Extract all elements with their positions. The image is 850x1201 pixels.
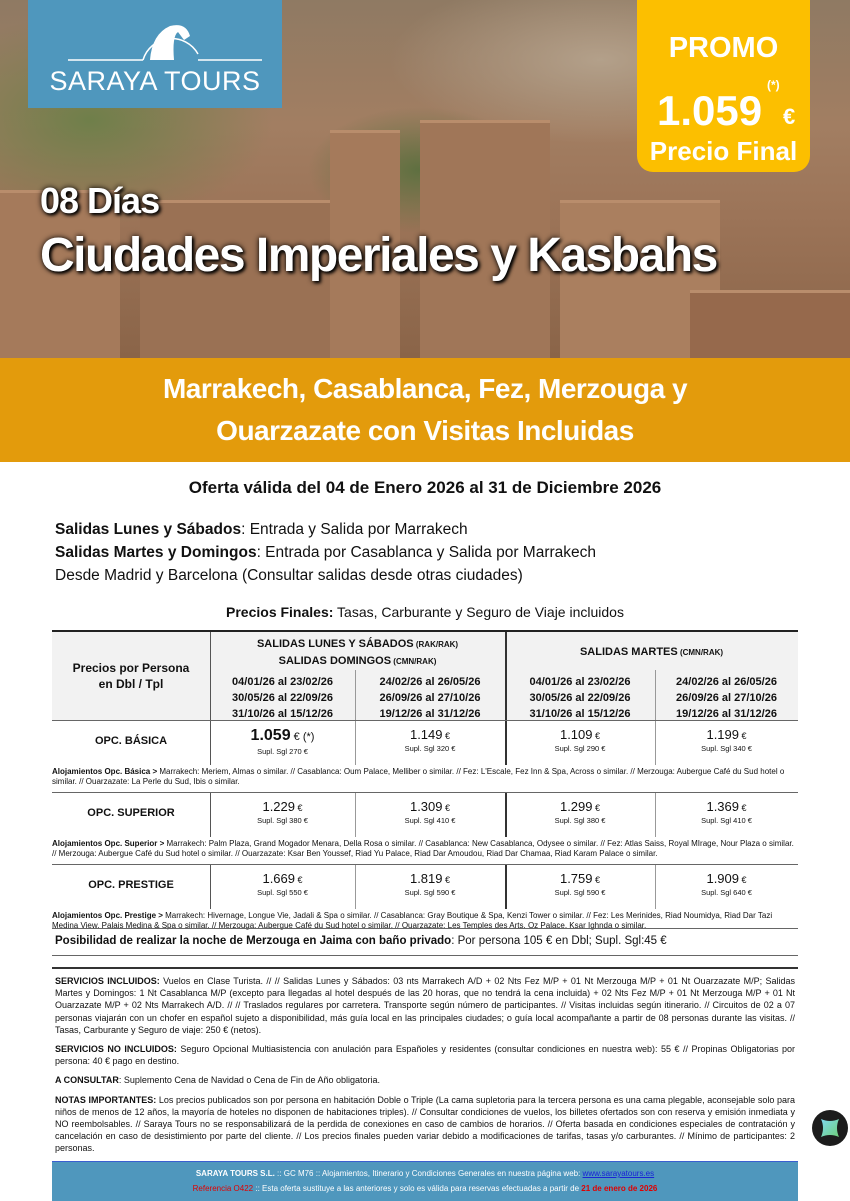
to-consult: A CONSULTAR: Suplemento Cena de Navidad … (55, 1075, 381, 1086)
price-cell: 1.909 € Supl. Sgl 640 € (701, 871, 752, 897)
option-label: OPC. PRESTIGE (88, 879, 174, 891)
group-header-lunes-sabados: SALIDAS LUNES Y SÁBADOS (RAK/RAK) SALIDA… (256, 638, 459, 667)
period-header: 24/02/26 al 26/05/26 26/09/26 al 27/10/26… (676, 676, 777, 720)
sparkle-icon (821, 1119, 839, 1137)
departures-info: Salidas Lunes y Sábados: Entrada y Salid… (55, 518, 596, 587)
departure-line: Desde Madrid y Barcelona (Consultar sali… (55, 567, 523, 584)
accommodation-note: Alojamientos Opc. Prestige > Marrakech: … (52, 911, 773, 930)
option-label: OPC. BÁSICA (94, 735, 168, 747)
trip-title: Ciudades Imperiales y Kasbahs (40, 229, 718, 282)
table-header: Precios por Persona en Dbl / Tpl SALIDAS … (52, 630, 798, 722)
destinations-banner: Marrakech, Casablanca, Fez, Merzouga y O… (0, 358, 850, 462)
period-header: 24/02/26 al 26/05/26 26/09/26 al 27/10/26… (379, 676, 481, 720)
period-header: 04/01/26 al 23/02/26 30/05/26 al 22/09/26… (232, 676, 333, 720)
destinations-line-1: Marrakech, Casablanca, Fez, Merzouga y (162, 373, 688, 404)
corner-header: Precios por Persona en Dbl / Tpl (72, 661, 190, 691)
price-cell: 1.109 € Supl. Sgl 290 € (554, 727, 606, 753)
price-cell: 1.759 € Supl. Sgl 590 € (554, 871, 606, 897)
promo-asterisk: (*) (767, 78, 780, 92)
trip-duration: 08 Días (40, 180, 160, 221)
destinations-line-2: Ouarzazate con Visitas Incluidas (216, 415, 634, 446)
period-header: 04/01/26 al 23/02/26 30/05/26 al 22/09/26… (529, 676, 631, 720)
table-row: OPC. SUPERIOR 1.229 € Supl. Sgl 380 € 1.… (52, 792, 798, 837)
website-link[interactable]: www.sarayatours.es (582, 1169, 655, 1178)
horse-emblem-icon (68, 25, 262, 61)
promo-label: PROMO (668, 32, 779, 64)
promo-currency: € (783, 104, 796, 129)
price-cell: 1.309 € Supl. Sgl 410 € (404, 799, 456, 825)
promo-badge: PROMO 1.059 (*) € Precio Final (637, 0, 810, 172)
reference-code: Referencia O422 (192, 1184, 254, 1193)
jaima-option: Posibilidad de realizar la noche de Merz… (52, 928, 798, 956)
price-cell: 1.299 € Supl. Sgl 380 € (554, 799, 606, 825)
services-not-included: SERVICIOS NO INCLUIDOS: Seguro Opcional … (55, 1044, 795, 1067)
footer: SARAYA TOURS S.L. :: GC M76 :: Alojamien… (52, 1161, 798, 1201)
booking-date: 21 de enero de 2026 (581, 1184, 658, 1193)
price-cell: 1.199 € Supl. Sgl 340 € (701, 727, 752, 753)
brand-name: SARAYA TOURS (49, 66, 261, 96)
services-section: SERVICIOS INCLUIDOS: Vuelos en Clase Tur… (55, 975, 795, 1162)
price-cell: 1.149 € Supl. Sgl 320 € (404, 727, 456, 753)
prices-title: Precios Finales: Tasas, Carburante y Seg… (226, 604, 624, 620)
divider (52, 967, 798, 969)
option-label: OPC. SUPERIOR (87, 807, 175, 819)
important-notes: NOTAS IMPORTANTES: Los precios publicado… (55, 1094, 795, 1154)
assistant-button[interactable] (812, 1110, 848, 1146)
departure-line: Salidas Lunes y Sábados: Entrada y Salid… (55, 521, 468, 538)
saraya-tours-logo: SARAYA TOURS (28, 0, 282, 108)
price-cell: 1.059 € (*) Supl. Sgl 270 € (250, 727, 315, 756)
accommodation-note: Alojamientos Opc. Básica > Marrakech: Me… (52, 767, 785, 786)
accommodation-note: Alojamientos Opc. Superior > Marrakech: … (52, 839, 794, 858)
departure-line: Salidas Martes y Domingos: Entrada por C… (55, 544, 597, 561)
price-table: Precios por Persona en Dbl / Tpl SALIDAS … (52, 630, 798, 936)
table-row: OPC. PRESTIGE 1.669 € Supl. Sgl 550 € 1.… (52, 864, 798, 909)
price-cell: 1.369 € Supl. Sgl 410 € (701, 799, 752, 825)
promo-final-label: Precio Final (649, 136, 798, 166)
price-cell: 1.669 € Supl. Sgl 550 € (257, 871, 308, 897)
price-cell: 1.819 € Supl. Sgl 590 € (404, 871, 456, 897)
table-row: OPC. BÁSICA 1.059 € (*) Supl. Sgl 270 € … (52, 720, 798, 765)
services-included: SERVICIOS INCLUIDOS: Vuelos en Clase Tur… (55, 976, 795, 1035)
promo-price: 1.059 (657, 87, 763, 134)
offer-validity: Oferta válida del 04 de Enero 2026 al 31… (188, 478, 662, 497)
group-header-martes: SALIDAS MARTES (CMN/RAK) (579, 646, 724, 658)
price-cell: 1.229 € Supl. Sgl 380 € (257, 799, 308, 825)
